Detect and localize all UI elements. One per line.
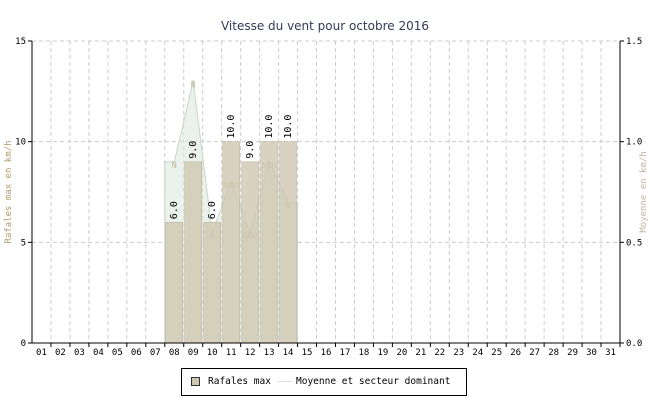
legend-line-label: Moyenne et secteur dominant <box>296 376 451 387</box>
legend-bar-label: Rafales max <box>208 376 271 387</box>
bar-rafales <box>241 161 259 344</box>
x-tick-label: 04 <box>93 348 104 358</box>
x-tick-label: 03 <box>74 348 85 358</box>
x-tick-label: 27 <box>529 348 540 358</box>
bar-rafales <box>184 161 202 344</box>
bar-rafales <box>260 141 278 344</box>
x-tick-label: 15 <box>302 348 313 358</box>
average-point <box>192 80 195 83</box>
bar-data-label: 6.0 <box>169 201 180 219</box>
y-tick-label-left: 15 <box>15 37 26 47</box>
y-tick-label-right: 1.0 <box>626 138 642 148</box>
x-tick-label: 30 <box>586 348 597 358</box>
x-tick-label: 07 <box>150 348 161 358</box>
x-tick-label: 29 <box>567 348 578 358</box>
x-tick-label: 05 <box>112 348 123 358</box>
bar-rafales <box>279 141 297 344</box>
x-tick-label: 21 <box>415 348 426 358</box>
x-tick-label: 09 <box>188 348 199 358</box>
x-tick-label: 25 <box>491 348 502 358</box>
x-tick-label: 24 <box>472 348 483 358</box>
x-tick-label: 11 <box>226 348 237 358</box>
y-tick-label-left: 10 <box>15 138 26 148</box>
x-tick-label: 08 <box>169 348 180 358</box>
x-tick-label: 02 <box>55 348 66 358</box>
x-tick-label: 06 <box>131 348 142 358</box>
average-point <box>173 160 176 163</box>
x-tick-label: 19 <box>377 348 388 358</box>
y-axis-right-label: Moyenne en km/h <box>639 151 649 232</box>
bar-rafales <box>165 221 183 344</box>
x-tick-label: 26 <box>510 348 521 358</box>
bar-rafales <box>222 141 240 344</box>
x-tick-label: 28 <box>548 348 559 358</box>
grid <box>32 40 620 343</box>
x-tick-label: 16 <box>321 348 332 358</box>
legend-bar-swatch <box>191 377 200 386</box>
x-tick-label: 18 <box>359 348 370 358</box>
axes <box>28 40 624 347</box>
sector-label: N <box>191 80 196 89</box>
x-tick-label: 12 <box>245 348 256 358</box>
tick-labels: 0 0.0 5 0.5 10 1.0 15 1.5 01 02 03 04 05 06 07 08 09 10 11… <box>15 37 642 358</box>
sector-label: N <box>172 161 177 170</box>
y-tick-label-left: 5 <box>21 238 26 248</box>
y-tick-label-right: 1.5 <box>626 37 642 47</box>
bar-data-label: 10.0 <box>264 115 275 139</box>
bar-data-label: 6.0 <box>207 201 218 219</box>
x-tick-label: 13 <box>264 348 275 358</box>
y-tick-label-right: 0.5 <box>626 238 642 248</box>
legend: Rafales max Moyenne et secteur dominant <box>181 368 467 396</box>
x-tick-label: 31 <box>605 348 616 358</box>
x-tick-label: 23 <box>453 348 464 358</box>
y-tick-label-left: 0 <box>21 339 26 349</box>
y-tick-label-right: 0.0 <box>626 339 642 349</box>
bar-data-label: 9.0 <box>245 141 256 159</box>
y-axis-left-label: Rafales max en km/h <box>4 141 14 244</box>
bar-data-label: 10.0 <box>283 115 294 139</box>
x-tick-label: 22 <box>434 348 445 358</box>
x-tick-label: 20 <box>396 348 407 358</box>
x-tick-label: 10 <box>207 348 218 358</box>
x-tick-label: 14 <box>283 348 294 358</box>
x-tick-label: 01 <box>36 348 47 358</box>
bar-rafales <box>203 221 221 344</box>
bar-data-label: 10.0 <box>226 115 237 139</box>
legend-line-swatch <box>278 381 292 382</box>
x-tick-label: 17 <box>340 348 351 358</box>
bar-layer: 6.0 9.0 6.0 10.0 9.0 10.0 10.0 <box>165 115 297 344</box>
bar-data-label: 9.0 <box>188 141 199 159</box>
chart-title: Vitesse du vent pour octobre 2016 <box>221 19 429 33</box>
